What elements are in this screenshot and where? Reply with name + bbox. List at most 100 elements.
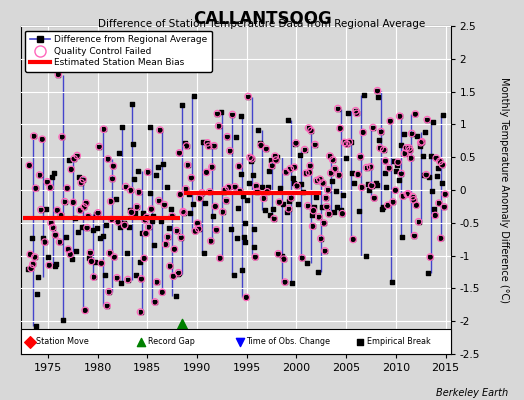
- Point: [346, 139, 355, 146]
- Point: [414, 218, 423, 225]
- Point: [322, 195, 330, 201]
- Point: [115, 149, 123, 156]
- Point: [90, 274, 98, 280]
- Point: [356, 154, 365, 160]
- Point: [105, 288, 113, 295]
- Point: [114, 219, 122, 225]
- Point: [177, 234, 185, 241]
- Point: [345, 139, 354, 145]
- Point: [122, 184, 130, 190]
- Point: [43, 179, 51, 185]
- Point: [389, 199, 397, 205]
- Point: [309, 207, 318, 214]
- Point: [88, 258, 96, 265]
- Point: [237, 113, 246, 119]
- Point: [113, 275, 121, 281]
- Point: [147, 206, 156, 212]
- Point: [25, 162, 34, 169]
- Point: [356, 154, 365, 160]
- Point: [396, 142, 405, 148]
- Point: [292, 140, 300, 146]
- Point: [325, 153, 334, 159]
- Point: [277, 253, 286, 260]
- Point: [405, 145, 413, 151]
- Point: [286, 166, 294, 172]
- Point: [291, 141, 299, 147]
- Point: [96, 235, 104, 241]
- Point: [311, 141, 319, 148]
- Point: [199, 138, 208, 145]
- Point: [422, 172, 430, 178]
- Point: [283, 117, 292, 123]
- Point: [400, 130, 408, 137]
- Point: [418, 138, 426, 145]
- Point: [224, 184, 233, 190]
- Point: [189, 201, 197, 207]
- Point: [124, 276, 132, 283]
- Point: [106, 250, 114, 256]
- Point: [73, 152, 81, 159]
- Point: [204, 143, 213, 149]
- Point: [369, 124, 377, 131]
- Point: [438, 180, 446, 186]
- Point: [221, 186, 230, 193]
- Point: [331, 166, 339, 172]
- Point: [303, 202, 312, 209]
- Point: [436, 235, 445, 242]
- Point: [352, 108, 360, 114]
- Point: [177, 234, 185, 241]
- Point: [387, 279, 396, 285]
- Point: [125, 224, 133, 230]
- Point: [226, 148, 234, 154]
- Point: [354, 171, 362, 178]
- Point: [124, 276, 132, 283]
- Point: [257, 142, 265, 149]
- Point: [431, 212, 440, 219]
- Point: [187, 174, 195, 181]
- Point: [280, 256, 288, 262]
- Point: [309, 223, 317, 230]
- Point: [343, 141, 351, 147]
- Point: [195, 195, 204, 202]
- Point: [266, 212, 274, 218]
- Point: [273, 154, 281, 160]
- Point: [324, 211, 333, 217]
- Point: [150, 242, 158, 248]
- Point: [228, 111, 237, 118]
- Point: [278, 201, 287, 207]
- Point: [70, 156, 79, 162]
- Point: [100, 126, 108, 132]
- Point: [432, 155, 440, 161]
- Point: [117, 280, 125, 286]
- Point: [158, 289, 167, 296]
- Point: [305, 169, 313, 176]
- Point: [59, 317, 68, 324]
- Point: [97, 260, 106, 266]
- Point: [196, 191, 205, 197]
- Point: [151, 172, 160, 178]
- Point: [252, 183, 260, 189]
- Text: Difference of Station Temperature Data from Regional Average: Difference of Station Temperature Data f…: [99, 19, 425, 29]
- Point: [174, 270, 183, 276]
- Point: [282, 169, 290, 175]
- Point: [86, 250, 94, 256]
- Point: [341, 139, 349, 146]
- Point: [36, 172, 44, 178]
- Point: [29, 261, 37, 268]
- Point: [110, 254, 118, 260]
- Point: [303, 260, 311, 266]
- Point: [46, 184, 54, 191]
- Point: [151, 299, 159, 305]
- Point: [341, 139, 349, 146]
- Point: [223, 134, 232, 140]
- Point: [438, 162, 446, 168]
- Point: [399, 193, 407, 199]
- Point: [275, 199, 283, 205]
- Point: [359, 129, 367, 136]
- Point: [305, 169, 313, 176]
- Point: [287, 195, 296, 201]
- Point: [408, 130, 416, 137]
- Point: [304, 125, 313, 131]
- Point: [353, 110, 361, 116]
- Point: [66, 251, 74, 258]
